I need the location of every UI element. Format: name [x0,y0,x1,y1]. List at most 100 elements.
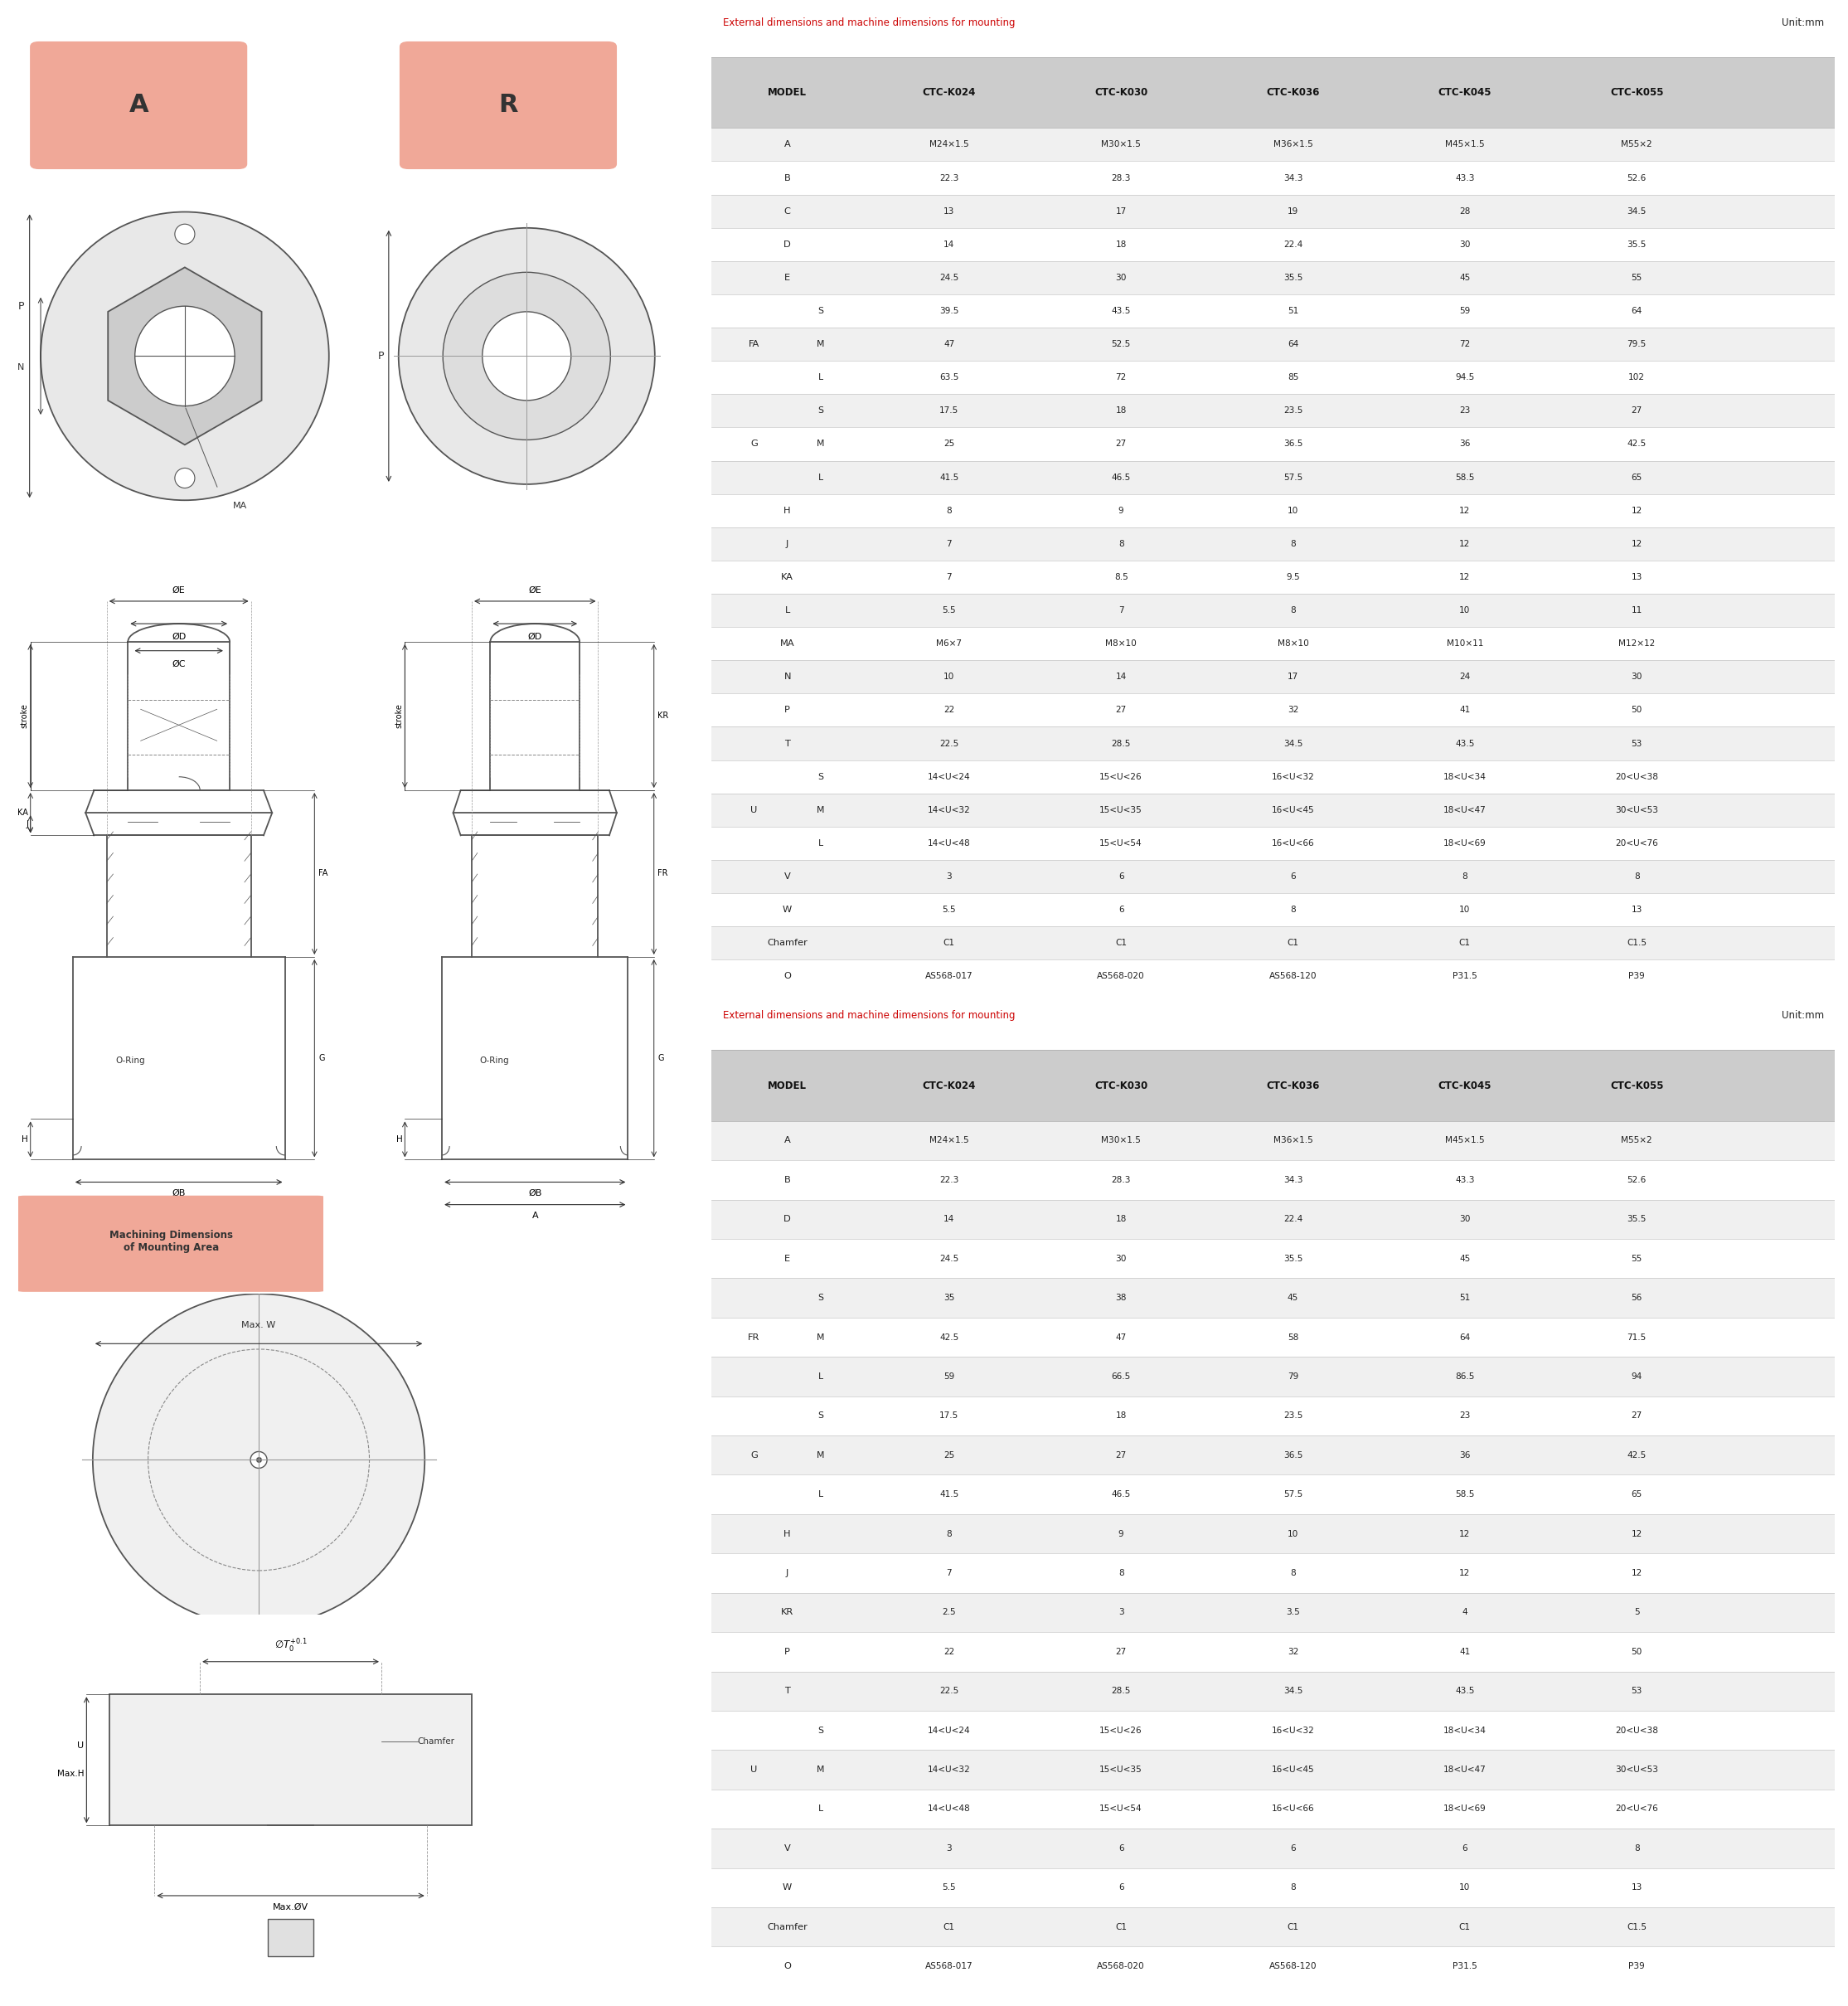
Text: 36: 36 [1460,439,1471,447]
Text: 6: 6 [1118,1884,1124,1892]
Text: M24×1.5: M24×1.5 [930,140,968,148]
Text: U: U [78,1741,85,1749]
Text: D: D [784,1216,791,1224]
Text: 6: 6 [1290,873,1295,881]
Text: ØC: ØC [172,660,185,668]
Text: L: L [785,606,789,614]
Text: Max.H: Max.H [57,1769,85,1777]
Text: 58: 58 [1288,1334,1299,1342]
Text: D: D [784,241,791,249]
Text: MA: MA [780,640,795,648]
Text: ØD: ØD [172,632,187,642]
Bar [711,1749,1835,1789]
Bar [711,1159,1835,1200]
Text: G: G [750,439,758,447]
Text: 27: 27 [1116,1647,1127,1655]
Text: 35: 35 [944,1294,955,1302]
Text: 3: 3 [1118,1609,1124,1617]
Text: 27: 27 [1632,1412,1643,1420]
Text: 24.5: 24.5 [939,273,959,281]
Text: 15<U<35: 15<U<35 [1100,1765,1142,1773]
Text: 14<U<32: 14<U<32 [928,806,970,814]
Bar [711,229,1835,261]
Text: 8: 8 [946,506,952,516]
Text: S: S [819,407,824,415]
Text: C1: C1 [1114,1924,1127,1932]
Text: 41: 41 [1460,1647,1471,1655]
Text: 5: 5 [1634,1609,1639,1617]
Bar [711,1474,1835,1515]
Text: 43.5: 43.5 [1454,1687,1475,1695]
Bar [711,195,1835,229]
Text: Chamfer: Chamfer [767,939,808,947]
Text: H: H [22,1135,28,1143]
Text: T: T [784,1687,791,1695]
FancyBboxPatch shape [15,1196,327,1292]
Text: 45: 45 [1460,273,1471,281]
Text: M30×1.5: M30×1.5 [1101,1137,1140,1145]
Text: M: M [817,1450,824,1458]
Bar [711,261,1835,295]
Text: 41.5: 41.5 [939,1490,959,1498]
Text: 12: 12 [1632,1569,1643,1577]
Text: C1: C1 [942,1924,955,1932]
Text: 3: 3 [946,1844,952,1852]
Bar [711,1051,1835,1121]
Text: 24: 24 [1460,672,1471,682]
Text: 55: 55 [1632,1254,1643,1262]
Text: 42.5: 42.5 [1626,1450,1647,1458]
Text: 16<U<66: 16<U<66 [1271,839,1314,847]
Text: 102: 102 [1628,373,1645,381]
Text: 20<U<38: 20<U<38 [1615,772,1658,780]
Text: 6: 6 [1118,905,1124,915]
Text: 17.5: 17.5 [939,407,959,415]
Text: 8: 8 [1118,1569,1124,1577]
Text: 18: 18 [1116,1216,1127,1224]
Bar [711,1868,1835,1908]
Text: 22.4: 22.4 [1283,1216,1303,1224]
Ellipse shape [176,225,194,245]
Bar [711,393,1835,427]
Text: 35.5: 35.5 [1626,1216,1647,1224]
Text: 46.5: 46.5 [1111,473,1131,481]
Text: 13: 13 [1632,1884,1643,1892]
Text: 20<U<76: 20<U<76 [1615,839,1658,847]
Text: KR: KR [658,712,669,720]
FancyBboxPatch shape [399,42,617,169]
Text: Chamfer: Chamfer [418,1737,455,1745]
Bar [711,295,1835,327]
Text: Machining Dimensions
of Mounting Area: Machining Dimensions of Mounting Area [109,1230,233,1254]
Text: 8: 8 [1290,540,1295,548]
Text: External dimensions and machine dimensions for mounting: External dimensions and machine dimensio… [723,1011,1015,1021]
Text: 20<U<76: 20<U<76 [1615,1805,1658,1813]
Text: L: L [819,373,822,381]
Text: M36×1.5: M36×1.5 [1273,140,1312,148]
Text: Unit:mm: Unit:mm [1781,18,1824,28]
Text: 22: 22 [944,1647,955,1655]
Bar [711,128,1835,160]
Text: 12: 12 [1460,574,1471,582]
Text: 30: 30 [1632,672,1643,682]
Text: 17: 17 [1116,207,1127,215]
Text: L: L [819,1805,822,1813]
Text: 14<U<48: 14<U<48 [928,1805,970,1813]
Text: 4: 4 [1462,1609,1467,1617]
Text: M12×12: M12×12 [1619,640,1656,648]
Text: 53: 53 [1632,1687,1643,1695]
Text: 34.5: 34.5 [1283,1687,1303,1695]
Text: CTC-K030: CTC-K030 [1094,1079,1148,1091]
Text: 5.5: 5.5 [942,1884,955,1892]
Text: 22.4: 22.4 [1283,241,1303,249]
Text: 14: 14 [944,1216,955,1224]
Bar [711,1436,1835,1474]
Text: M: M [817,1334,824,1342]
Bar [711,1946,1835,1986]
Text: 71.5: 71.5 [1626,1334,1647,1342]
Bar [711,1553,1835,1593]
Text: MODEL: MODEL [767,86,808,98]
Text: 7: 7 [946,1569,952,1577]
Text: CTC-K055: CTC-K055 [1610,1079,1663,1091]
Text: 50: 50 [1632,1647,1643,1655]
Text: 42.5: 42.5 [939,1334,959,1342]
Text: M8×10: M8×10 [1105,640,1137,648]
